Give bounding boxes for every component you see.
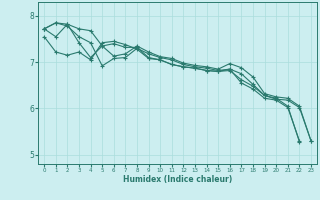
X-axis label: Humidex (Indice chaleur): Humidex (Indice chaleur) — [123, 175, 232, 184]
